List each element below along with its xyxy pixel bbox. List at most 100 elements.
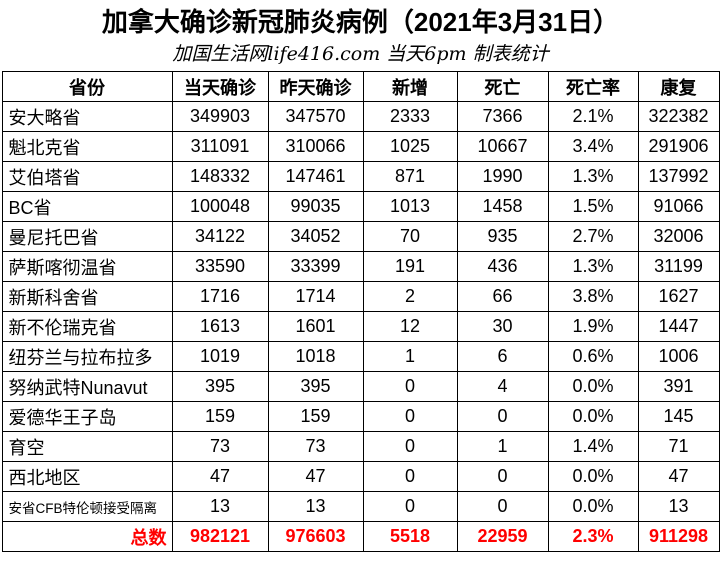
table-row: 魁北克省 311091 310066 1025 10667 3.4% 291906 (1, 131, 720, 162)
value-cell: 4 (456, 371, 549, 402)
value-cell: 1.3% (547, 251, 639, 282)
value-cell: 13 (267, 491, 364, 522)
value-cell: 3.8% (547, 281, 639, 312)
value-cell: 99035 (267, 191, 364, 222)
value-cell: 0 (362, 461, 458, 492)
column-header-3: 昨天确诊 (267, 71, 364, 102)
province-label: 萨斯喀彻温省 (1, 251, 173, 282)
table-row: 努纳武特Nunavut 395 395 0 4 0.0% 391 (1, 371, 720, 402)
value-cell: 0 (456, 401, 549, 432)
value-cell: 1025 (362, 131, 458, 162)
value-cell: 33399 (267, 251, 364, 282)
value-cell: 311091 (171, 131, 269, 162)
value-cell: 436 (456, 251, 549, 282)
value-cell: 395 (267, 371, 364, 402)
value-cell: 935 (456, 221, 549, 252)
value-cell: 33590 (171, 251, 269, 282)
province-label: 新不伦瑞克省 (1, 311, 173, 342)
table-row: 曼尼托巴省 34122 34052 70 935 2.7% 32006 (1, 221, 720, 252)
value-cell: 1013 (362, 191, 458, 222)
header-row: 省份 当天确诊 昨天确诊 新增 死亡 死亡率 康复 (1, 71, 720, 102)
value-cell: 0 (362, 371, 458, 402)
table-row: 西北地区 47 47 0 0 0.0% 47 (1, 461, 720, 492)
table-body: 安大略省 349903 347570 2333 7366 2.1% 322382 魁北克省 31… (1, 101, 720, 522)
total-value: 911298 (637, 521, 720, 552)
value-cell: 0.0% (547, 371, 639, 402)
value-cell: 34052 (267, 221, 364, 252)
value-cell: 32006 (637, 221, 720, 252)
value-cell: 34122 (171, 221, 269, 252)
value-cell: 73 (171, 431, 269, 462)
province-label: 艾伯塔省 (1, 161, 173, 192)
covid-stats-table: 省份 当天确诊 昨天确诊 新增 死亡 死亡率 康复 安大略省 349903 347570 2333… (1, 71, 720, 552)
value-cell: 291906 (637, 131, 720, 162)
table-row: 爱德华王子岛 159 159 0 0 0.0% 145 (1, 401, 720, 432)
value-cell: 0.0% (547, 491, 639, 522)
table-row: BC省 100048 99035 1013 1458 1.5% 91066 (1, 191, 720, 222)
column-header-2: 当天确诊 (171, 71, 269, 102)
column-header-1: 省份 (1, 71, 173, 102)
value-cell: 2 (362, 281, 458, 312)
province-label: 安省CFB特伦顿接受隔离 (1, 491, 173, 522)
column-header-6: 死亡率 (547, 71, 639, 102)
table-row: 萨斯喀彻温省 33590 33399 191 436 1.3% 31199 (1, 251, 720, 282)
value-cell: 137992 (637, 161, 720, 192)
value-cell: 2.7% (547, 221, 639, 252)
value-cell: 1.3% (547, 161, 639, 192)
column-header-5: 死亡 (456, 71, 549, 102)
value-cell: 1716 (171, 281, 269, 312)
value-cell: 1714 (267, 281, 364, 312)
value-cell: 12 (362, 311, 458, 342)
value-cell: 0 (456, 491, 549, 522)
value-cell: 1.5% (547, 191, 639, 222)
value-cell: 47 (637, 461, 720, 492)
total-value: 2.3% (547, 521, 639, 552)
value-cell: 395 (171, 371, 269, 402)
province-label: 曼尼托巴省 (1, 221, 173, 252)
value-cell: 30 (456, 311, 549, 342)
total-value: 982121 (171, 521, 269, 552)
value-cell: 1 (456, 431, 549, 462)
total-value: 976603 (267, 521, 364, 552)
value-cell: 0 (362, 491, 458, 522)
value-cell: 13 (637, 491, 720, 522)
value-cell: 1613 (171, 311, 269, 342)
value-cell: 70 (362, 221, 458, 252)
value-cell: 1627 (637, 281, 720, 312)
value-cell: 91066 (637, 191, 720, 222)
table-row: 新斯科舍省 1716 1714 2 66 3.8% 1627 (1, 281, 720, 312)
value-cell: 100048 (171, 191, 269, 222)
value-cell: 159 (171, 401, 269, 432)
value-cell: 391 (637, 371, 720, 402)
province-label: 育空 (1, 431, 173, 462)
value-cell: 148332 (171, 161, 269, 192)
column-header-4: 新增 (362, 71, 458, 102)
value-cell: 6 (456, 341, 549, 372)
province-label: 安大略省 (1, 101, 173, 132)
value-cell: 1 (362, 341, 458, 372)
page-subtitle: 加国生活网life416.com 当天6pm 制表统计 (172, 43, 549, 65)
province-label: 爱德华王子岛 (1, 401, 173, 432)
value-cell: 0.0% (547, 401, 639, 432)
value-cell: 147461 (267, 161, 364, 192)
page-title: 加拿大确诊新冠肺炎病例（2021年3月31日） (101, 7, 620, 37)
value-cell: 159 (267, 401, 364, 432)
value-cell: 347570 (267, 101, 364, 132)
value-cell: 1019 (171, 341, 269, 372)
value-cell: 71 (637, 431, 720, 462)
value-cell: 73 (267, 431, 364, 462)
province-label: BC省 (1, 191, 173, 222)
value-cell: 1.4% (547, 431, 639, 462)
province-label: 新斯科舍省 (1, 281, 173, 312)
value-cell: 2.1% (547, 101, 639, 132)
value-cell: 145 (637, 401, 720, 432)
province-label: 魁北克省 (1, 131, 173, 162)
value-cell: 7366 (456, 101, 549, 132)
province-label: 西北地区 (1, 461, 173, 492)
value-cell: 310066 (267, 131, 364, 162)
table-row: 艾伯塔省 148332 147461 871 1990 1.3% 137992 (1, 161, 720, 192)
value-cell: 1458 (456, 191, 549, 222)
value-cell: 10667 (456, 131, 549, 162)
province-label: 纽芬兰与拉布拉多 (1, 341, 173, 372)
value-cell: 1006 (637, 341, 720, 372)
